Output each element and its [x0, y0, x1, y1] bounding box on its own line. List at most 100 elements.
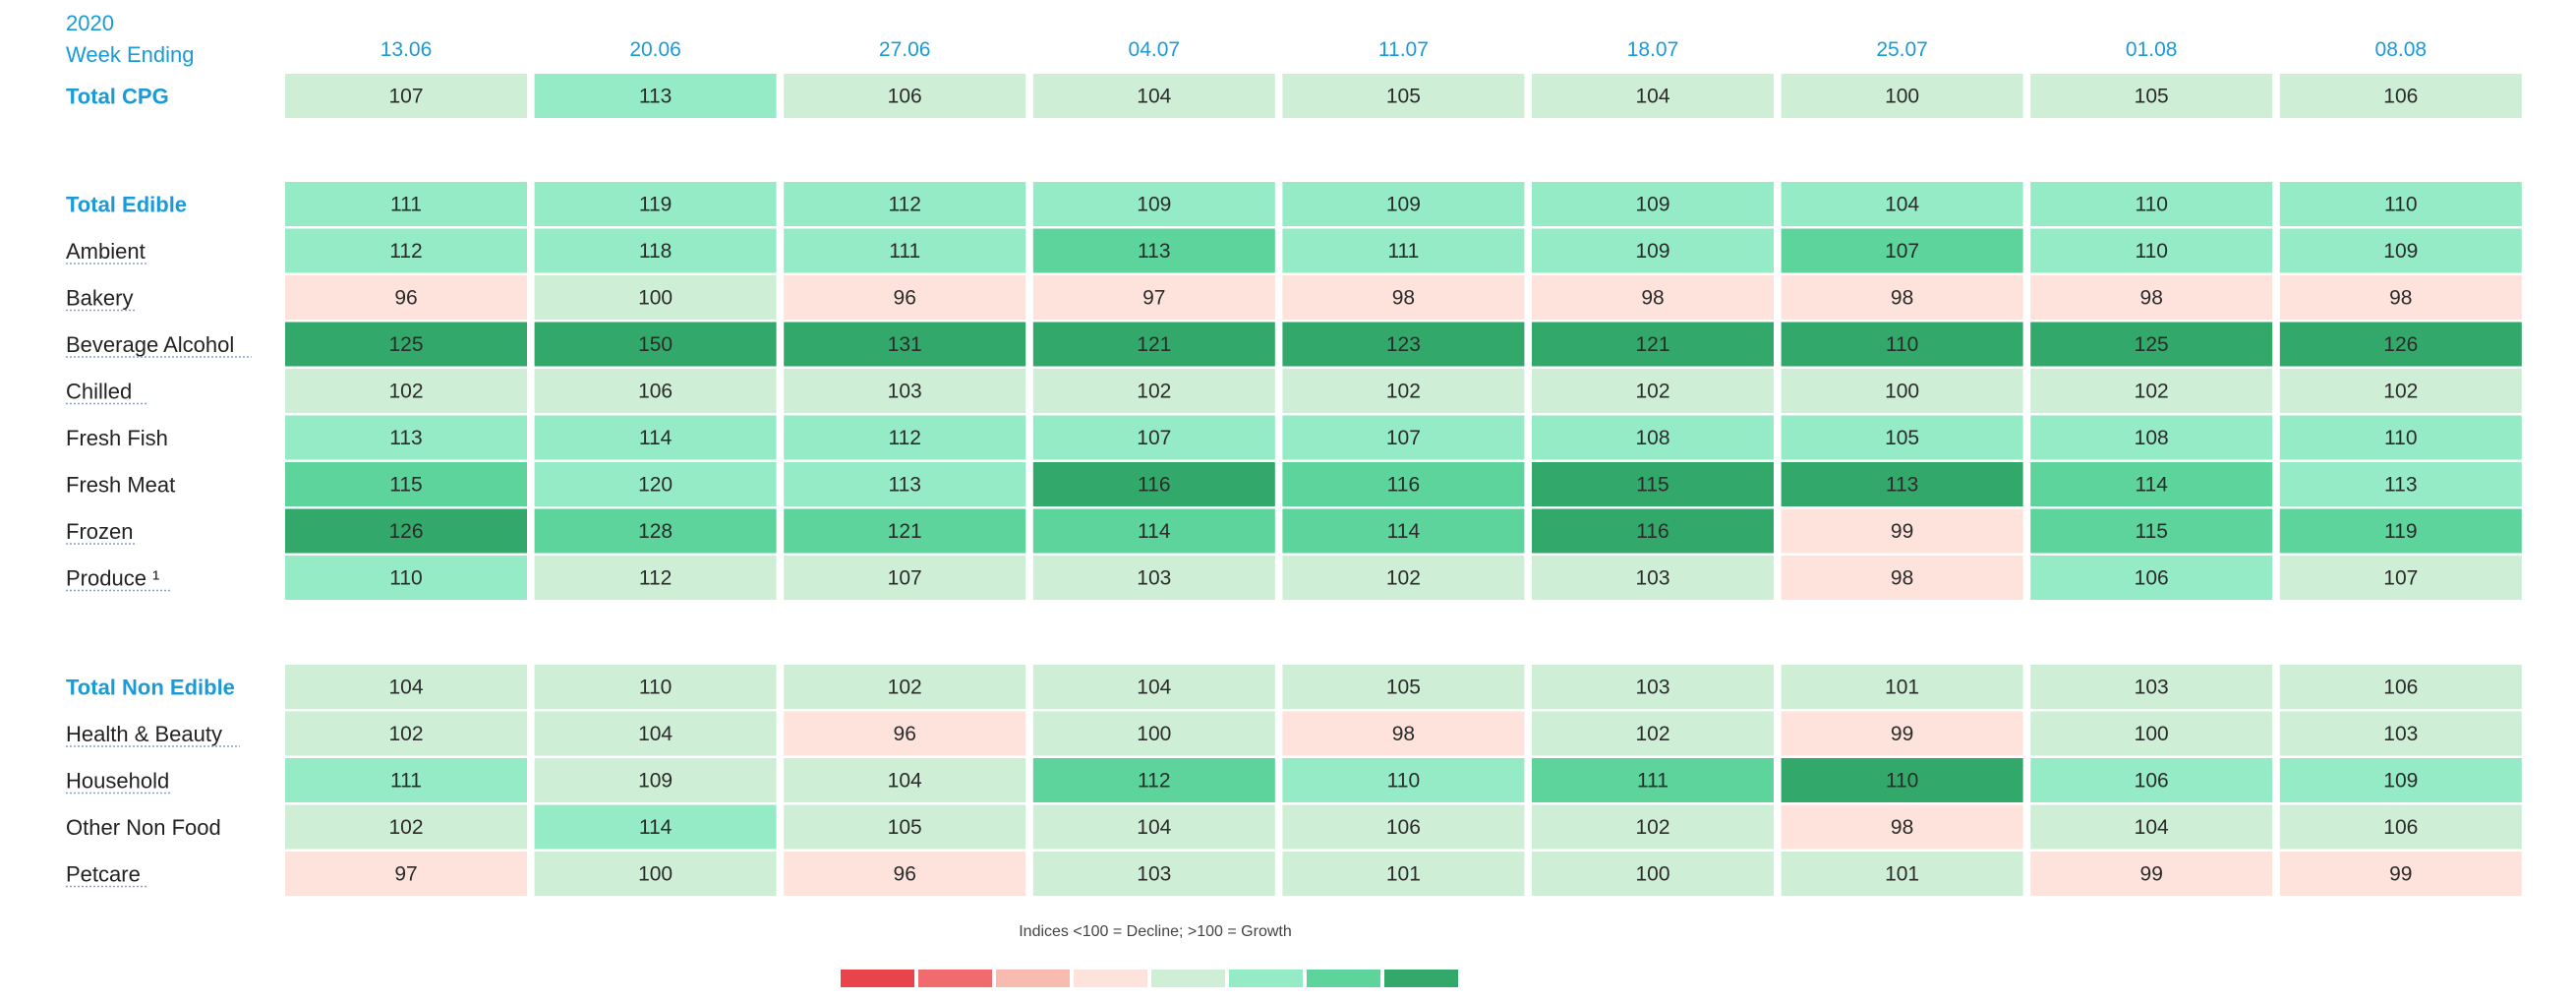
cell-value: 112: [888, 194, 920, 216]
heatmap-row: Ambient 112 118 111 113 111 109 107 110 109: [66, 228, 2522, 273]
cell-value: 102: [1635, 723, 1669, 745]
heatmap-cell: [2279, 275, 2522, 320]
heatmap-rows: Total CPG 107 113 106 104 105 104 100 105 106Tota…: [66, 74, 2522, 896]
heatmap-cell: [285, 228, 527, 273]
column-headers: 13.06 20.06 27.06 04.07 11.07 18.07 25.07 01.08…: [381, 38, 2427, 61]
cell-value: 112: [389, 240, 422, 263]
heatmap-cell: [534, 182, 777, 226]
heatmap-cell: [1781, 556, 2023, 600]
cell-value: 97: [1142, 287, 1165, 310]
heatmap-cell: [534, 462, 777, 506]
heatmap-cell: [285, 852, 527, 896]
cell-value: 103: [2135, 677, 2169, 699]
heatmap-cell: [1282, 74, 1525, 118]
heatmap-row: Other Non Food 102 114 105 104 106 102 98 104 106: [66, 804, 2522, 850]
heatmap-row: Total CPG 107 113 106 104 105 104 100 105 106: [66, 74, 2522, 118]
cell-value: 104: [1137, 816, 1171, 839]
cell-value: 112: [888, 427, 920, 449]
cell-value: 104: [1885, 194, 1919, 216]
heatmap-cell: [1532, 804, 1774, 850]
cell-value: 106: [1386, 816, 1421, 839]
cell-value: 101: [1885, 677, 1919, 699]
heatmap-cell: [2279, 556, 2522, 600]
cell-value: 107: [1386, 427, 1421, 449]
heatmap-cell: [1532, 711, 1774, 756]
cell-value: 106: [2135, 567, 2169, 590]
column-header: 20.06: [629, 38, 681, 61]
heatmap-cell: [1781, 182, 2023, 226]
heatmap-cell: [1781, 758, 2023, 802]
heatmap-cell: [1781, 804, 2023, 850]
heatmap-cell: [2279, 852, 2522, 896]
heatmap-cell: [1282, 852, 1525, 896]
heatmap-cell: [1781, 322, 2023, 367]
heatmap-cell: [784, 665, 1026, 709]
heatmap-cell: [1532, 462, 1774, 506]
heatmap-cell: [1532, 228, 1774, 273]
column-header: 18.07: [1627, 38, 1679, 61]
heatmap-cell: [1032, 758, 1275, 802]
heatmap-cell: [534, 369, 777, 413]
cell-value: 107: [888, 567, 922, 590]
cell-value: 110: [2135, 194, 2167, 216]
heatmap-cell: [534, 228, 777, 273]
heatmap-cell: [784, 322, 1026, 367]
heatmap-cell: [1781, 275, 2023, 320]
heatmap-cell: [285, 462, 527, 506]
heatmap-row: Petcare 97 100 96 103 101 100 101 99 99: [66, 852, 2522, 896]
cell-value: 108: [2135, 427, 2169, 449]
cell-value: 110: [389, 567, 422, 590]
cell-value: 98: [2389, 287, 2412, 310]
cell-value: 113: [639, 86, 672, 108]
heatmap-cell: [784, 182, 1026, 226]
heatmap-cell: [2030, 556, 2273, 600]
cell-value: 109: [1137, 194, 1171, 216]
heatmap-cell: [2279, 369, 2522, 413]
heatmap-cell: [784, 462, 1026, 506]
legend-swatch: [996, 970, 1070, 987]
cell-value: 102: [1386, 567, 1421, 590]
cell-value: 106: [2383, 677, 2418, 699]
heatmap-cell: [1282, 758, 1525, 802]
cell-value: 104: [1137, 677, 1171, 699]
cell-value: 99: [1891, 520, 1913, 543]
heatmap-cell: [1032, 556, 1275, 600]
heatmap-cell: [285, 322, 527, 367]
heatmap-cell: [1032, 74, 1275, 118]
cell-value: 106: [2383, 86, 2418, 108]
cell-value: 116: [1387, 474, 1420, 497]
cell-value: 98: [1392, 287, 1415, 310]
cell-value: 121: [1137, 333, 1171, 356]
row-label: Frozen: [66, 519, 133, 544]
heatmap-cell: [534, 508, 777, 554]
cell-value: 101: [1885, 863, 1919, 886]
heatmap-cell: [1032, 804, 1275, 850]
cell-value: 131: [888, 333, 922, 356]
heatmap-row: Total Edible 111 119 112 109 109 109 104 110 110: [66, 182, 2522, 226]
heatmap-row: Bakery 96 100 96 97 98 98 98 98 98: [66, 275, 2522, 320]
heatmap-cell: [534, 74, 777, 118]
cell-value: 115: [2135, 520, 2167, 543]
heatmap-cell: [784, 758, 1026, 802]
heatmap-cell: [2030, 228, 2273, 273]
heatmap-cell: [1781, 462, 2023, 506]
heatmap-cell: [1532, 275, 1774, 320]
legend-swatch: [1384, 970, 1458, 987]
heatmap-cell: [2030, 322, 2273, 367]
cell-value: 98: [1891, 287, 1913, 310]
cell-value: 100: [638, 863, 673, 886]
cell-value: 110: [639, 677, 672, 699]
heatmap-cell: [1532, 74, 1774, 118]
heatmap-cell: [784, 508, 1026, 554]
heatmap-cell: [1282, 275, 1525, 320]
heatmap-cell: [534, 804, 777, 850]
row-label: Ambient: [66, 239, 146, 264]
heatmap-cell: [285, 711, 527, 756]
cell-value: 107: [1885, 240, 1919, 263]
heatmap-cell: [1032, 852, 1275, 896]
heatmap-cell: [285, 369, 527, 413]
cell-value: 113: [2384, 474, 2417, 497]
heatmap-cell: [1282, 804, 1525, 850]
heatmap-cell: [2030, 74, 2273, 118]
row-label: Produce ¹: [66, 566, 159, 591]
